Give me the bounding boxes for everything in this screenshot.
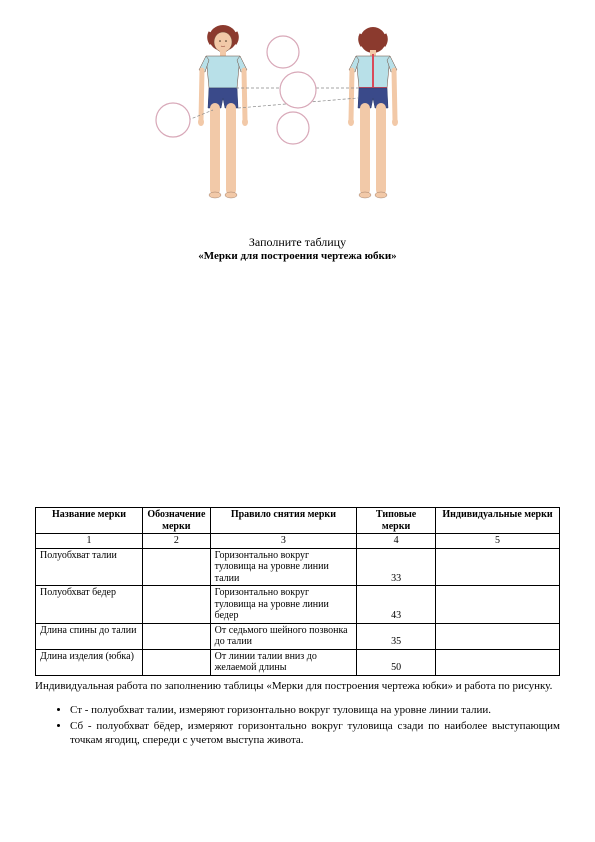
paragraph: Индивидуальная работа по заполнению табл… xyxy=(35,680,560,694)
cell-ind xyxy=(436,623,560,649)
cell-sym xyxy=(143,548,211,586)
cell-name: Длина изделия (юбка) xyxy=(36,649,143,675)
cell-ind xyxy=(436,649,560,675)
bullet-list: Ст - полуобхват талии, измеряют горизонт… xyxy=(35,704,560,747)
cell-sym xyxy=(143,623,211,649)
callout-circle xyxy=(277,112,309,144)
figure-svg xyxy=(118,20,478,210)
callout-circle xyxy=(156,103,190,137)
cell-typ: 33 xyxy=(357,548,436,586)
cell-rule: От линии талии вниз до желаемой длины xyxy=(210,649,356,675)
callout-circle xyxy=(280,72,316,108)
cell-name: Полуобхват бедер xyxy=(36,586,143,624)
title-block: Заполните таблицу «Мерки для построения … xyxy=(35,235,560,262)
table-number-row: 1 2 3 4 5 xyxy=(36,534,560,549)
measurements-table: Название мерки Обозначение мерки Правило… xyxy=(35,507,560,676)
title-line1: Заполните таблицу xyxy=(35,235,560,250)
table-row: Длина изделия (юбка) От линии талии вниз … xyxy=(36,649,560,675)
th-name: Название мерки xyxy=(36,508,143,534)
cell-typ: 35 xyxy=(357,623,436,649)
table-row: Длина спины до талии От седьмого шейного … xyxy=(36,623,560,649)
measurement-figure xyxy=(35,20,560,210)
th-ind: Индивидуальные мерки xyxy=(436,508,560,534)
table-header-row: Название мерки Обозначение мерки Правило… xyxy=(36,508,560,534)
cell-sym xyxy=(143,649,211,675)
cell-typ: 43 xyxy=(357,586,436,624)
cell-rule: Горизонтально вокруг туловища на уровне … xyxy=(210,548,356,586)
th-typ: Типовые мерки xyxy=(357,508,436,534)
table-row: Полуобхват талии Горизонтально вокруг тул… xyxy=(36,548,560,586)
cell-ind xyxy=(436,586,560,624)
cell-typ: 50 xyxy=(357,649,436,675)
cell-rule: Горизонтально вокруг туловища на уровне … xyxy=(210,586,356,624)
table-row: Полуобхват бедер Горизонтально вокруг тул… xyxy=(36,586,560,624)
cell-ind xyxy=(436,548,560,586)
th-rule: Правило снятия мерки xyxy=(210,508,356,534)
list-item: Сб - полуобхват бёдер, измеряют горизонт… xyxy=(70,720,560,748)
cell-rule: От седьмого шейного позвонка до талии xyxy=(210,623,356,649)
title-line2: «Мерки для построения чертежа юбки» xyxy=(35,250,560,262)
callout-circle xyxy=(267,36,299,68)
cell-name: Длина спины до талии xyxy=(36,623,143,649)
cell-sym xyxy=(143,586,211,624)
list-item: Ст - полуобхват талии, измеряют горизонт… xyxy=(70,704,560,718)
cell-name: Полуобхват талии xyxy=(36,548,143,586)
th-sym: Обозначение мерки xyxy=(143,508,211,534)
